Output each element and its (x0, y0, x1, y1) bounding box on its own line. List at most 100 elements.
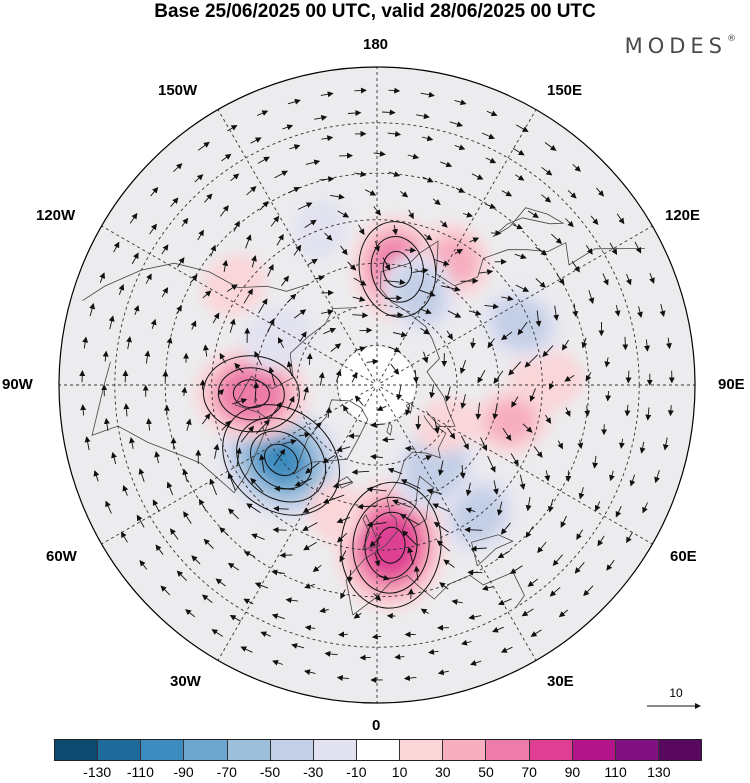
map-border (58, 66, 696, 704)
wind-vector (113, 241, 120, 253)
wind-vector (497, 598, 512, 606)
contour-line (264, 443, 299, 477)
wind-vector (392, 499, 412, 508)
wind-vector (181, 386, 188, 396)
wind-vector (492, 480, 499, 495)
wind-vector (572, 303, 579, 318)
wind-vector (202, 290, 212, 299)
wind-vector (227, 124, 238, 132)
wind-vector (166, 481, 174, 496)
wind-vector (145, 273, 152, 284)
wind-vector (277, 337, 284, 349)
wind-vector (176, 305, 182, 315)
wind-vector (404, 445, 416, 452)
wind-vector (240, 646, 253, 653)
wind-vector (422, 176, 434, 183)
colorbar-swatch (184, 740, 228, 760)
wind-vector (525, 525, 534, 539)
wind-vector (182, 468, 189, 483)
coastline (345, 288, 456, 616)
wind-vector (602, 273, 609, 286)
wind-vector (625, 273, 632, 286)
colorbar-swatch (55, 740, 99, 760)
wind-vector (565, 218, 574, 228)
wind-vector (285, 597, 299, 604)
wind-vector (585, 372, 592, 382)
wind-vector (347, 110, 362, 117)
wind-vector (231, 398, 248, 405)
wind-vector (399, 514, 420, 526)
wind-vector (335, 369, 342, 382)
wind-vector (166, 337, 173, 348)
wind-vector (484, 303, 500, 310)
wind-vector (501, 190, 513, 197)
wind-vector (160, 585, 171, 596)
wind-vector (337, 210, 350, 218)
lon-label-90w: 90W (2, 376, 33, 393)
wind-vector (219, 527, 229, 537)
wind-vector (581, 337, 588, 349)
colorbar-tick-label: 10 (391, 764, 408, 780)
wind-vector (177, 257, 185, 268)
coastline (386, 421, 393, 436)
contour-line (376, 526, 406, 564)
wind-vector (637, 306, 643, 318)
wind-vector (150, 187, 159, 197)
wind-vector (82, 336, 89, 349)
wind-vector (461, 639, 472, 646)
wind-vector (542, 345, 554, 358)
wind-vector (574, 562, 585, 574)
wind-vector (111, 451, 117, 465)
wind-vector (527, 578, 539, 587)
wind-vector (258, 298, 268, 314)
wind-vector (544, 470, 551, 482)
wind-vector (210, 244, 217, 257)
wind-vector (373, 150, 386, 157)
wind-vector (418, 289, 436, 297)
wind-vector (667, 405, 674, 417)
wind-vector (470, 660, 482, 666)
wind-vector (336, 446, 351, 453)
wind-vector (400, 479, 421, 489)
wind-vector (447, 310, 462, 318)
colorbar-swatch (356, 740, 401, 760)
wind-vector (462, 211, 473, 218)
wind-vector (429, 384, 436, 399)
wind-vector (222, 259, 229, 272)
wind-vector (352, 312, 369, 319)
wind-vector (259, 454, 266, 473)
wind-vector (515, 174, 525, 181)
wind-vector (609, 242, 618, 255)
wind-vector (416, 113, 430, 120)
wind-vector (400, 191, 409, 198)
wind-vector (353, 612, 362, 619)
wind-vector (155, 544, 164, 555)
wind-vector (564, 375, 575, 382)
wind-vector (256, 110, 269, 116)
wind-vector (502, 428, 512, 442)
wind-vector (286, 293, 297, 304)
wind-vector (521, 608, 534, 617)
lon-label-30w: 30W (170, 673, 201, 690)
wind-vector (553, 305, 560, 321)
wind-vector (388, 171, 401, 177)
wind-vector (572, 163, 581, 172)
colorbar-tick-label: 30 (435, 764, 451, 780)
wind-vector (541, 166, 553, 176)
wind-vector (560, 515, 567, 528)
wind-vector (665, 337, 672, 350)
wind-vectors (79, 87, 675, 683)
lon-label-120e: 120E (665, 207, 701, 224)
wind-vector (493, 370, 504, 384)
coastline (352, 571, 525, 616)
coastline (402, 475, 435, 531)
colorbar-swatch (529, 740, 573, 760)
wind-vector (465, 507, 476, 514)
wind-vector (496, 501, 503, 516)
wind-vector (446, 330, 453, 340)
wind-vector (590, 215, 599, 225)
colorbar-swatch (98, 740, 142, 760)
wind-vector (440, 161, 453, 168)
wind-vector (519, 474, 526, 490)
wind-vector (654, 469, 660, 484)
